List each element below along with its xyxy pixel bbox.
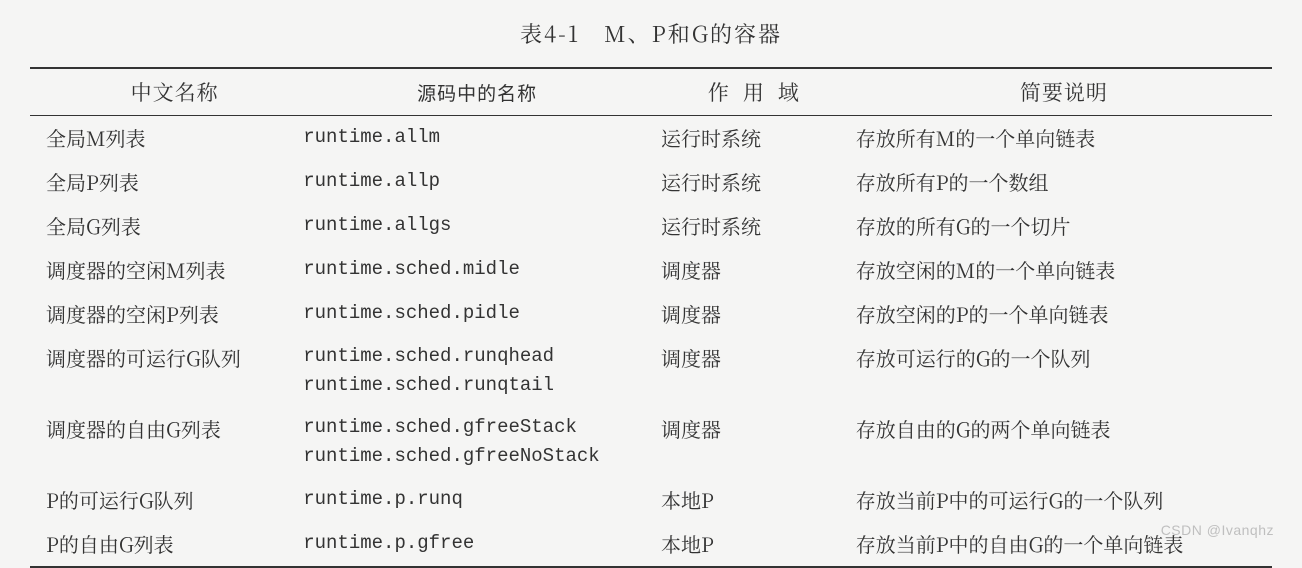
cell-scope: 本地P [651, 522, 850, 567]
cell-desc: 存放所有M的一个单向链表 [850, 116, 1272, 161]
col-header-chinese: 中文名称 [30, 68, 303, 116]
table-row: P的可运行G队列 runtime.p.runq 本地P 存放当前P中的可运行G的… [30, 478, 1272, 522]
cell-source: runtime.p.runq [303, 478, 651, 522]
table-row: 调度器的空闲P列表 runtime.sched.pidle 调度器 存放空闲的P… [30, 292, 1272, 336]
cell-desc: 存放可运行的G的一个队列 [850, 336, 1272, 407]
containers-table: 中文名称 源码中的名称 作用域 简要说明 全局M列表 runtime.allm … [30, 67, 1272, 568]
cell-chinese: 全局M列表 [30, 116, 303, 161]
cell-scope: 调度器 [651, 407, 850, 478]
table-row: 调度器的自由G列表 runtime.sched.gfreeStackruntim… [30, 407, 1272, 478]
table-body: 全局M列表 runtime.allm 运行时系统 存放所有M的一个单向链表 全局… [30, 116, 1272, 567]
cell-scope: 调度器 [651, 248, 850, 292]
cell-scope: 运行时系统 [651, 116, 850, 161]
cell-chinese: 调度器的可运行G队列 [30, 336, 303, 407]
cell-source: runtime.allm [303, 116, 651, 161]
cell-scope: 运行时系统 [651, 160, 850, 204]
table-row: 全局M列表 runtime.allm 运行时系统 存放所有M的一个单向链表 [30, 116, 1272, 161]
cell-desc: 存放当前P中的可运行G的一个队列 [850, 478, 1272, 522]
table-row: 调度器的可运行G队列 runtime.sched.runqheadruntime… [30, 336, 1272, 407]
cell-chinese: 调度器的空闲M列表 [30, 248, 303, 292]
cell-source: runtime.allp [303, 160, 651, 204]
cell-desc: 存放的所有G的一个切片 [850, 204, 1272, 248]
cell-source: runtime.sched.gfreeStackruntime.sched.gf… [303, 407, 651, 478]
cell-desc: 存放所有P的一个数组 [850, 160, 1272, 204]
cell-chinese: 调度器的自由G列表 [30, 407, 303, 478]
cell-chinese: 调度器的空闲P列表 [30, 292, 303, 336]
cell-scope: 运行时系统 [651, 204, 850, 248]
cell-chinese: P的自由G列表 [30, 522, 303, 567]
table-row: 调度器的空闲M列表 runtime.sched.midle 调度器 存放空闲的M… [30, 248, 1272, 292]
cell-desc: 存放自由的G的两个单向链表 [850, 407, 1272, 478]
cell-source: runtime.allgs [303, 204, 651, 248]
table-header-row: 中文名称 源码中的名称 作用域 简要说明 [30, 68, 1272, 116]
cell-scope: 本地P [651, 478, 850, 522]
cell-chinese: P的可运行G队列 [30, 478, 303, 522]
cell-source: runtime.sched.midle [303, 248, 651, 292]
watermark-text: CSDN @Ivanqhz [1161, 522, 1274, 538]
cell-source: runtime.p.gfree [303, 522, 651, 567]
cell-chinese: 全局P列表 [30, 160, 303, 204]
table-caption: 表4-1 M、P和G的容器 [30, 18, 1272, 49]
col-header-source: 源码中的名称 [303, 68, 651, 116]
cell-source: runtime.sched.pidle [303, 292, 651, 336]
table-row: 全局P列表 runtime.allp 运行时系统 存放所有P的一个数组 [30, 160, 1272, 204]
cell-scope: 调度器 [651, 292, 850, 336]
table-row: 全局G列表 runtime.allgs 运行时系统 存放的所有G的一个切片 [30, 204, 1272, 248]
col-header-desc: 简要说明 [850, 68, 1272, 116]
cell-scope: 调度器 [651, 336, 850, 407]
cell-chinese: 全局G列表 [30, 204, 303, 248]
cell-desc: 存放空闲的P的一个单向链表 [850, 292, 1272, 336]
table-row: P的自由G列表 runtime.p.gfree 本地P 存放当前P中的自由G的一… [30, 522, 1272, 567]
cell-desc: 存放空闲的M的一个单向链表 [850, 248, 1272, 292]
col-header-scope: 作用域 [651, 68, 850, 116]
cell-source: runtime.sched.runqheadruntime.sched.runq… [303, 336, 651, 407]
